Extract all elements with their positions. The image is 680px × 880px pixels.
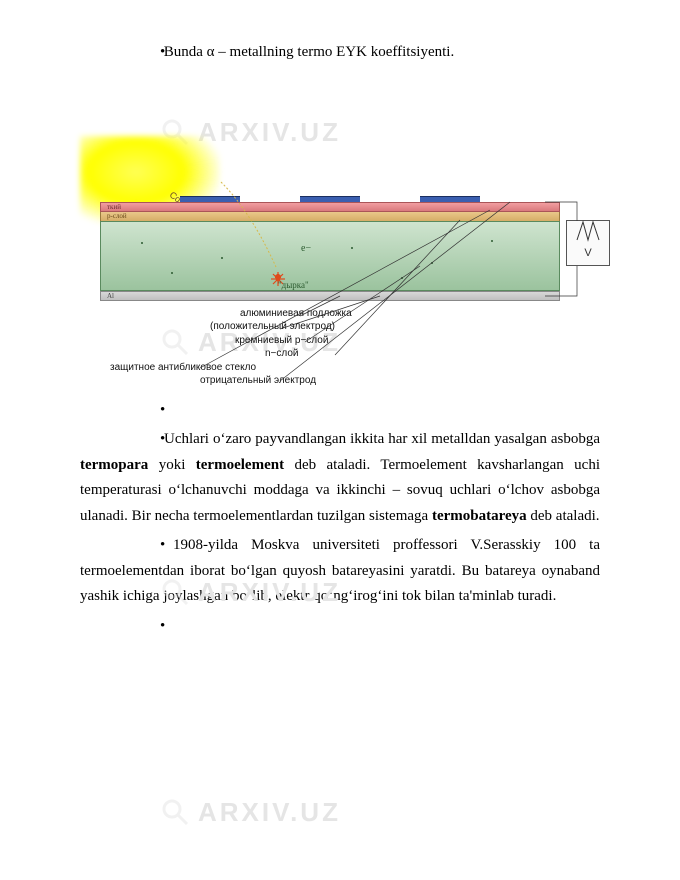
watermark-text: ARXIV.UZ <box>198 790 341 834</box>
term-termobatareya: termobatareya <box>432 508 527 524</box>
bullet-text-part: Uchlari o‘zaro payvandlangan ikkita har … <box>164 431 600 447</box>
bullet-marker: • <box>120 398 160 424</box>
bullet-text-part: deb ataladi. <box>527 508 600 524</box>
term-termoelement: termoelement <box>196 457 284 473</box>
leader-lines <box>80 196 600 396</box>
bullet-marker: • <box>120 427 160 453</box>
bullet-text: Bunda α – metallning termo EYK koeffitsi… <box>164 44 454 60</box>
bullet-marker: • <box>120 40 160 66</box>
magnifier-icon <box>160 797 190 827</box>
solar-cell-diagram: Солнечный свет ткий р-слой e− <box>80 196 600 388</box>
bullet-marker: • <box>120 614 160 640</box>
cell-stack: ткий р-слой e− <box>100 196 560 301</box>
bullet-marker: • <box>120 533 160 559</box>
term-termopara: termopara <box>80 457 148 473</box>
bullet-item: • <box>80 614 600 640</box>
watermark: ARXIV.UZ <box>160 790 341 834</box>
bullet-item: • 1908-yilda Moskva universiteti proffes… <box>80 533 600 610</box>
bullet-item: • Uchlari o‘zaro payvandlangan ikkita ha… <box>80 427 600 529</box>
bullet-text-part: yoki <box>148 457 195 473</box>
bullet-item: • <box>80 398 600 424</box>
bullet-item: • Bunda α – metallning termo EYK koeffit… <box>80 40 600 66</box>
